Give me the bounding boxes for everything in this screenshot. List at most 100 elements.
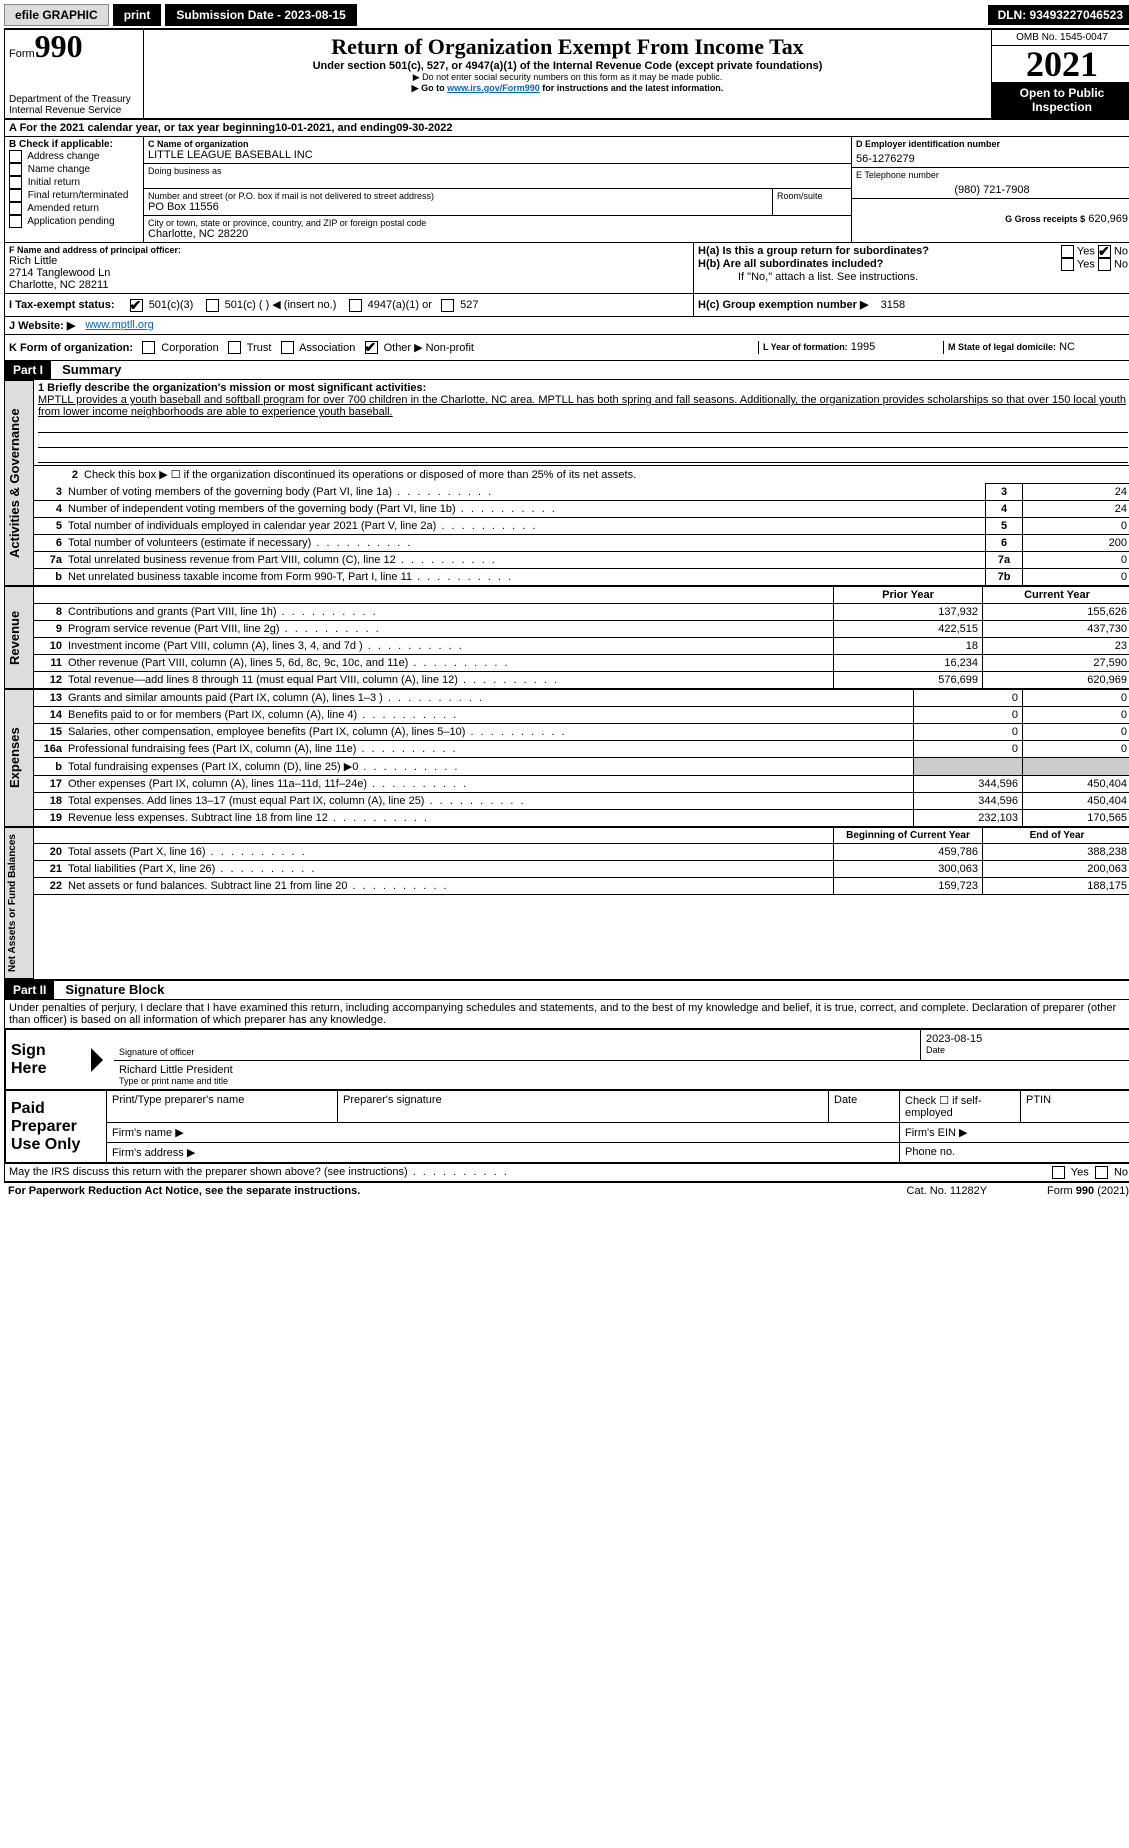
hc-label: H(c) Group exemption number ▶ (698, 299, 868, 311)
submission-date: Submission Date - 2023-08-15 (165, 4, 356, 26)
b-header: B Check if applicable: (9, 139, 139, 150)
check-self-label: Check ☐ if self-employed (900, 1091, 1021, 1123)
b-checkbox[interactable] (9, 150, 22, 163)
paperwork-notice: For Paperwork Reduction Act Notice, see … (8, 1185, 907, 1197)
tax-year: 2021 (992, 46, 1129, 82)
b-checkbox[interactable] (9, 163, 22, 176)
table-row: 18Total expenses. Add lines 13–17 (must … (34, 793, 1129, 810)
vtab-revenue: Revenue (4, 586, 34, 689)
table-row: bNet unrelated business taxable income f… (34, 569, 1129, 586)
k-trust-checkbox[interactable] (228, 341, 241, 354)
ha-no-checkbox[interactable] (1098, 245, 1111, 258)
table-row: 6Total number of volunteers (estimate if… (34, 535, 1129, 552)
table-row: bTotal fundraising expenses (Part IX, co… (34, 758, 1129, 776)
table-row: 10Investment income (Part VIII, column (… (34, 638, 1129, 655)
officer-name-title: Richard Little President (119, 1064, 1126, 1076)
irs-yes-checkbox[interactable] (1052, 1166, 1065, 1179)
hc-value: 3158 (881, 299, 905, 311)
a-begin: 10-01-2021 (275, 122, 331, 134)
prep-sig-label: Preparer's signature (338, 1091, 829, 1123)
ptin-label: PTIN (1021, 1091, 1129, 1123)
table-row: 8Contributions and grants (Part VIII, li… (34, 604, 1129, 621)
table-row: 17Other expenses (Part IX, column (A), l… (34, 776, 1129, 793)
col-current: Current Year (983, 587, 1129, 604)
table-row: 21Total liabilities (Part X, line 26)300… (34, 861, 1129, 878)
table-row: 12Total revenue—add lines 8 through 11 (… (34, 672, 1129, 689)
b-checkbox[interactable] (9, 189, 22, 202)
hb-no-checkbox[interactable] (1098, 258, 1111, 271)
b-checkbox[interactable] (9, 215, 22, 228)
netassets-section: Net Assets or Fund Balances Beginning of… (4, 827, 1129, 979)
phone-label: Phone no. (900, 1143, 1129, 1164)
table-row: 13Grants and similar amounts paid (Part … (34, 690, 1129, 707)
sig-date: 2023-08-15 (926, 1033, 1126, 1045)
org-name: LITTLE LEAGUE BASEBALL INC (148, 149, 847, 161)
form-footer: Form 990 (2021) (1047, 1185, 1129, 1197)
q2-text: Check this box ▶ ☐ if the organization d… (84, 469, 636, 481)
g-label: G Gross receipts $ (1005, 214, 1085, 224)
i-501c-checkbox[interactable] (206, 299, 219, 312)
k-assoc-checkbox[interactable] (281, 341, 294, 354)
hb-yes-checkbox[interactable] (1061, 258, 1074, 271)
vtab-governance: Activities & Governance (4, 380, 34, 586)
part1-badge: Part I (5, 361, 51, 379)
q1-label: 1 Briefly describe the organization's mi… (38, 382, 1128, 394)
form-number: 990 (35, 28, 83, 64)
form-label: Form (9, 48, 35, 60)
declaration: Under penalties of perjury, I declare th… (4, 1000, 1129, 1028)
ha-yes-checkbox[interactable] (1061, 245, 1074, 258)
a-mid: , and ending (331, 122, 396, 134)
i-4947-checkbox[interactable] (349, 299, 362, 312)
form-title: Return of Organization Exempt From Incom… (148, 34, 987, 60)
irs-no-checkbox[interactable] (1095, 1166, 1108, 1179)
efile-label: efile GRAPHIC (4, 4, 109, 26)
part2-header-row: Part II Signature Block (4, 979, 1129, 1000)
row-i: I Tax-exempt status: 501(c)(3) 501(c) ( … (4, 294, 1129, 317)
revenue-table: Prior Year Current Year 8Contributions a… (34, 586, 1129, 689)
row-bcdeg: B Check if applicable: Address change Na… (4, 137, 1129, 243)
part1-title: Summary (54, 362, 121, 377)
part2-title: Signature Block (57, 982, 164, 997)
part1-body: Activities & Governance 1 Briefly descri… (4, 380, 1129, 586)
k-other-value: Non-profit (426, 342, 474, 354)
a-end: 09-30-2022 (396, 122, 452, 134)
c-name-label: C Name of organization (148, 139, 847, 149)
dln-label: DLN: 93493227046523 (988, 5, 1129, 25)
cat-no: Cat. No. 11282Y (907, 1185, 988, 1197)
preparer-table: Paid Preparer Use Only Print/Type prepar… (4, 1091, 1129, 1164)
vtab-netassets: Net Assets or Fund Balances (4, 827, 34, 979)
hb-note: If "No," attach a list. See instructions… (698, 271, 1128, 283)
irs-label: Internal Revenue Service (9, 105, 131, 116)
officer-name: Rich Little (9, 255, 689, 267)
form-header: Form990 Department of the Treasury Inter… (4, 28, 1129, 120)
f-label: F Name and address of principal officer: (9, 245, 689, 255)
b-checkbox[interactable] (9, 176, 22, 189)
print-button[interactable]: print (113, 4, 162, 26)
may-irs-row: May the IRS discuss this return with the… (4, 1164, 1129, 1183)
col-begin: Beginning of Current Year (834, 828, 983, 844)
ha-label: H(a) Is this a group return for subordin… (698, 245, 929, 257)
e-label: E Telephone number (856, 170, 1128, 180)
k-corp-checkbox[interactable] (142, 341, 155, 354)
irs-link[interactable]: www.irs.gov/Form990 (447, 83, 540, 93)
k-other-checkbox[interactable] (365, 341, 378, 354)
dba-label: Doing business as (148, 166, 847, 176)
i-527-checkbox[interactable] (441, 299, 454, 312)
governance-table: 3Number of voting members of the governi… (34, 483, 1129, 586)
expenses-table: 13Grants and similar amounts paid (Part … (34, 689, 1129, 827)
table-row: 16aProfessional fundraising fees (Part I… (34, 741, 1129, 758)
table-row: 20Total assets (Part X, line 16)459,7863… (34, 844, 1129, 861)
revenue-section: Revenue Prior Year Current Year 8Contrib… (4, 586, 1129, 689)
j-label: J Website: ▶ (9, 319, 75, 332)
table-row: 22Net assets or fund balances. Subtract … (34, 878, 1129, 895)
phone: (980) 721-7908 (856, 180, 1128, 196)
website-link[interactable]: www.mptll.org (85, 319, 153, 332)
top-bar: efile GRAPHIC print Submission Date - 20… (4, 4, 1129, 26)
table-row: 5Total number of individuals employed in… (34, 518, 1129, 535)
i-501c3-checkbox[interactable] (130, 299, 143, 312)
table-row: 3Number of voting members of the governi… (34, 484, 1129, 501)
k-label: K Form of organization: (9, 342, 133, 354)
vtab-expenses: Expenses (4, 689, 34, 827)
b-checkbox[interactable] (9, 202, 22, 215)
signature-table: Sign Here Signature of officer 2023-08-1… (4, 1028, 1129, 1091)
